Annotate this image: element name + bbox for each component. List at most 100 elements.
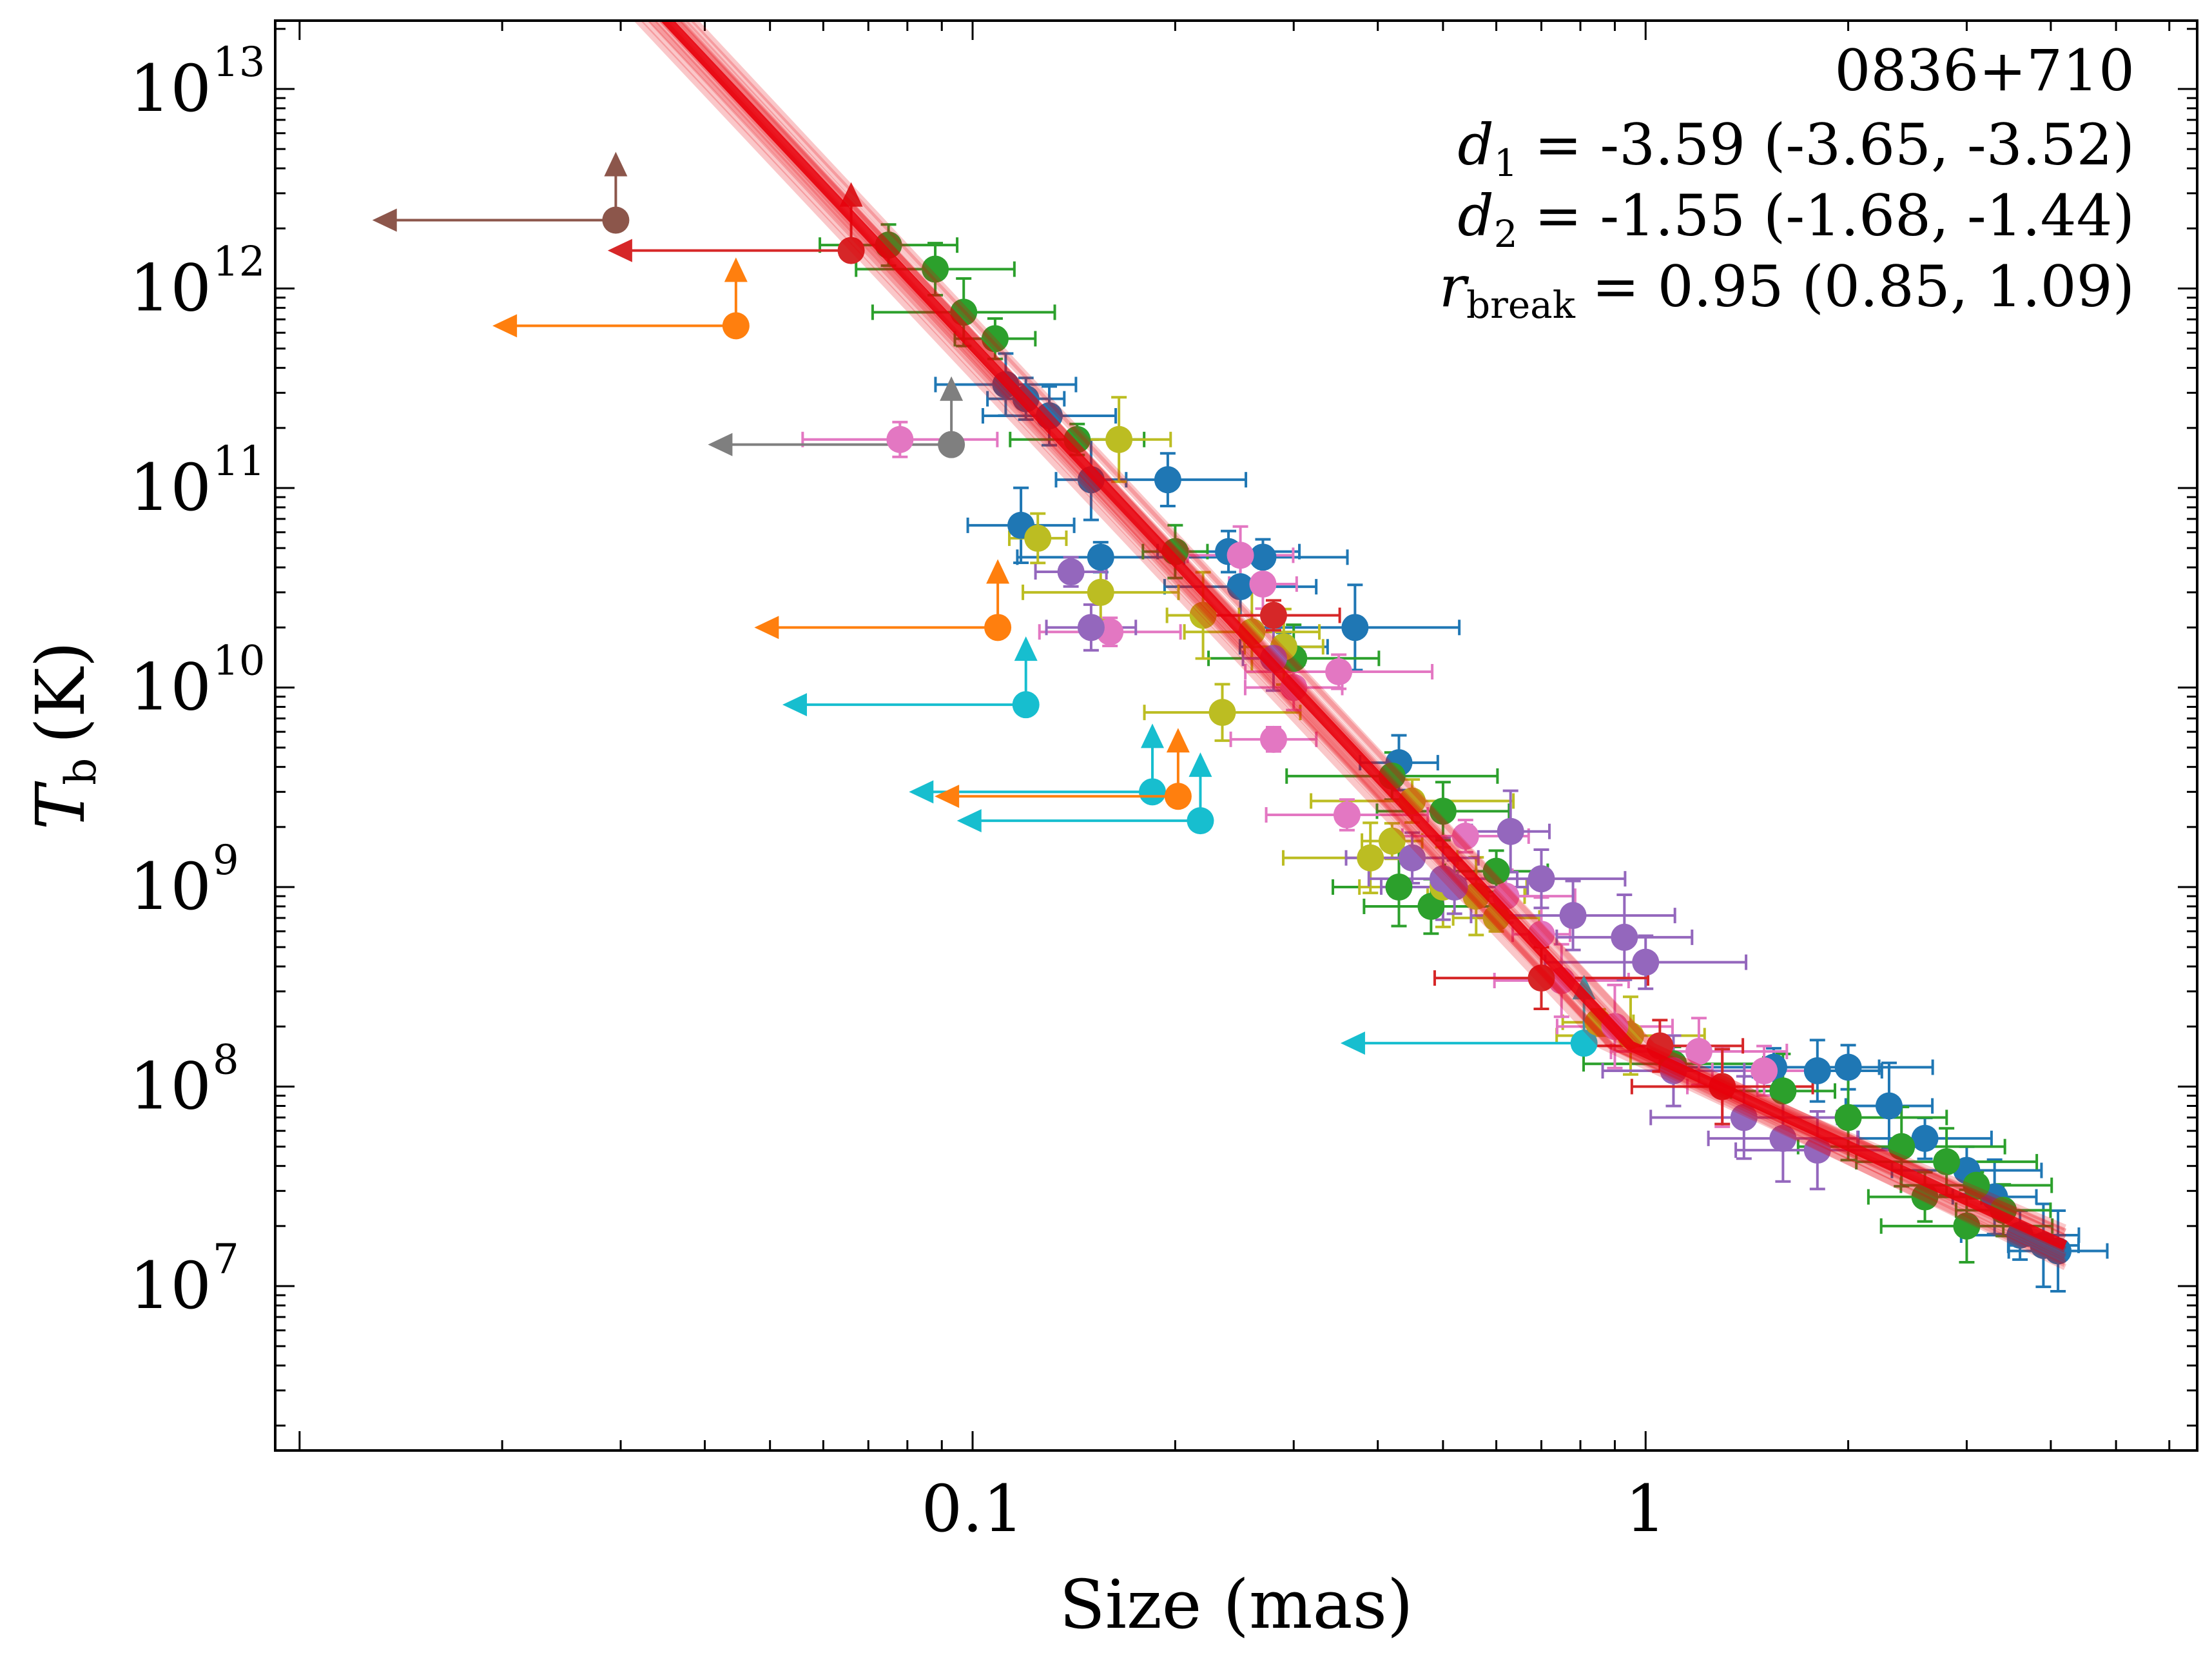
y-tick-label: 10 [130,51,211,126]
data-point [1378,827,1406,855]
annotation-d2: d2 = -1.55 (-1.68, -1.44) [1457,182,2135,256]
limit-point [1570,1030,1598,1057]
annotation-d1-sub: 1 [1494,141,1518,185]
data-point [1451,822,1479,850]
data-point [1730,1104,1758,1131]
data-point [1259,725,1287,753]
data-point [1482,857,1510,885]
data-point [1385,873,1413,901]
limit-point [1164,783,1192,810]
data-point [1803,1137,1831,1164]
limit-arrow-head-left [935,785,960,808]
data-point [1333,801,1361,829]
limit-arrow-head-left [782,693,807,717]
data-point [922,255,949,283]
limit-point [984,614,1012,641]
limit-arrow-head-up [1014,636,1038,661]
limit-point [1187,807,1214,835]
limit-arrow-head-left [372,208,397,232]
data-point [1154,466,1181,494]
limit-arrow-head-up [604,151,628,177]
data-point [1057,558,1085,586]
limit-arrow-head-left [492,314,518,338]
data-point [1963,1171,1990,1199]
data-point [1399,844,1426,872]
limit-arrow-head-left [909,780,934,804]
annotation-d1-value: = -3.59 (-3.65, -3.52) [1535,112,2135,178]
fit-lines [634,21,2068,1271]
data-point [1953,1212,1981,1240]
limit-arrow-head-left [1340,1031,1365,1055]
annotation-d2-value: = -1.55 (-1.68, -1.44) [1535,182,2135,249]
y-axis-title-subscript: b [56,758,106,785]
x-axis-title: Size (mas) [1059,1565,1413,1644]
data-point [1024,524,1052,552]
data-point [1325,658,1353,685]
data-point [1208,699,1236,727]
limit-arrow-head-up [1166,728,1190,753]
data-point [1417,892,1445,920]
data-point [1227,573,1254,601]
annotation-rbreak: rbreak = 0.95 (0.85, 1.09) [1439,253,2135,327]
data-point [1429,797,1457,825]
y-tick-label-exponent: 7 [213,1236,239,1284]
svg-text:Tb(K): Tb (K) [21,641,106,830]
annotation-d2-symbol: d [1457,182,1493,249]
data-point [1559,902,1587,930]
annotation-d1: d1 = -3.59 (-3.65, -3.52) [1457,112,2135,185]
limit-point [602,206,630,234]
upper-limit-arrows [372,151,1598,1057]
limit-point [837,237,865,264]
data-point [1751,1057,1778,1084]
y-tick-label-exponent: 9 [213,837,239,884]
data-point [1249,543,1277,571]
limit-arrow-head-left [956,809,982,833]
data-point [1087,578,1114,606]
fit-sample-line [634,21,2067,1267]
data-point [1685,1037,1712,1065]
data-point [1497,817,1524,845]
fit-sample-line [658,21,2067,1261]
y-tick-label-exponent: 12 [213,238,265,286]
data-point [1227,542,1254,569]
data-point [1875,1092,1903,1120]
limit-point [722,312,750,340]
annotation-rbreak-sub: break [1466,283,1576,327]
data-point [1528,865,1555,893]
limit-arrow-head-left [708,433,733,456]
fit-sample-line [654,21,2067,1253]
data-points [875,231,2072,1265]
y-tick-label: 10 [130,649,211,725]
data-point [1077,614,1105,641]
data-point [1803,1057,1831,1084]
limit-arrow-head-up [839,182,863,207]
data-point [1528,964,1555,992]
data-point [1911,1183,1939,1211]
limit-point [1139,778,1167,806]
data-point [1611,923,1638,951]
data-point [1834,1053,1862,1081]
y-tick-label-exponent: 11 [213,438,265,485]
y-axis-title: Tb (K) [21,641,106,830]
annotation-d2-sub: 2 [1494,212,1518,256]
y-tick-label-exponent: 8 [213,1036,239,1084]
fit-annotation: 0836+710 d1 = -3.59 (-3.65, -3.52) d2 = -1… [1439,37,2135,327]
fit-sample-line [684,21,2067,1240]
annotation-rbreak-symbol: r [1439,253,1470,320]
limit-arrow-head-up [724,257,748,282]
data-point [1911,1124,1939,1152]
data-point [1632,948,1660,976]
limit-arrow-head-up [1141,723,1165,748]
data-point [1888,1133,1916,1160]
data-point [1259,601,1287,629]
annotation-source: 0836+710 [1834,37,2135,104]
data-point [1769,1124,1797,1152]
data-point [1357,844,1384,872]
fit-sample-line [640,21,2067,1271]
annotation-d1-symbol: d [1457,112,1493,178]
limit-arrow-head-up [1188,752,1212,777]
y-tick-label: 10 [130,250,211,326]
data-point [1933,1148,1961,1176]
